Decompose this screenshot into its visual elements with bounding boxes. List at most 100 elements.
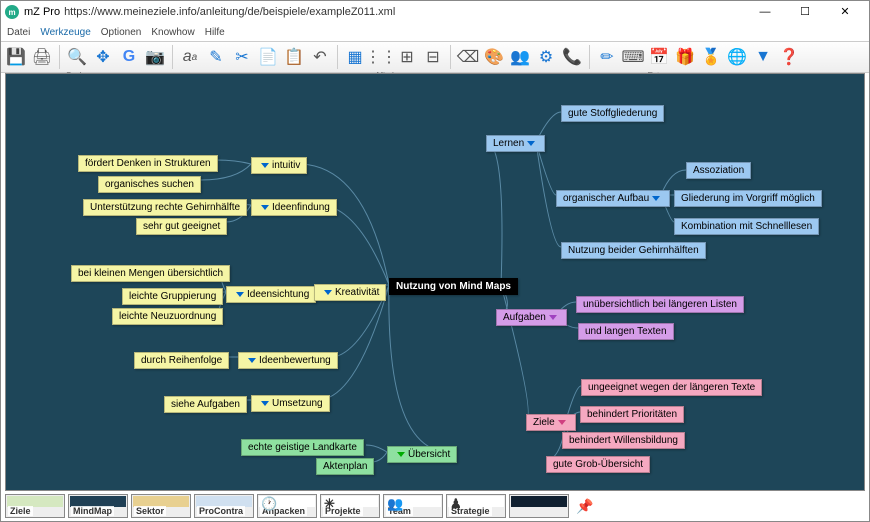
node-label: sehr gut geeignet [143,221,220,232]
mindmap-node[interactable]: leichte Gruppierung [122,288,223,305]
close-button[interactable]: ✕ [825,2,865,22]
mindmap-node[interactable]: intuitiv [251,157,307,174]
menu-hilfe[interactable]: Hilfe [205,27,225,38]
mindmap-node[interactable]: fördert Denken in Strukturen [78,155,218,172]
mindmap-view3-icon[interactable]: ⊞ [396,46,418,68]
gift-icon[interactable]: 🎁 [674,46,696,68]
camera-icon[interactable]: 📷 [144,46,166,68]
mindmap-node[interactable]: Lernen [486,135,545,152]
node-label: leichte Gruppierung [129,291,216,302]
expand-arrow-icon[interactable] [324,290,332,295]
view-thumbnail[interactable] [509,494,569,518]
undo-icon[interactable]: ↶ [309,46,331,68]
pencil-icon[interactable]: ✏ [596,46,618,68]
center-node[interactable]: Nutzung von Mind Maps [389,278,518,295]
print-icon[interactable]: 🖨 [31,46,53,68]
save-icon[interactable]: 💾 [5,46,27,68]
mindmap-node[interactable]: behindert Prioritäten [580,406,684,423]
view-thumbnail[interactable]: Ziele [5,494,65,518]
font-size-icon[interactable]: aa [179,46,201,68]
view-thumbnail[interactable]: Anpacken🕐 [257,494,317,518]
menu-knowhow[interactable]: Knowhow [151,27,194,38]
menu-werkzeuge[interactable]: Werkzeuge [40,27,90,38]
expand-arrow-icon[interactable] [549,315,557,320]
mindmap-view2-icon[interactable]: ⋮⋮ [370,46,392,68]
mindmap-node[interactable]: Umsetzung [251,395,330,412]
menu-optionen[interactable]: Optionen [101,27,142,38]
expand-arrow-icon[interactable] [261,163,269,168]
search-icon[interactable]: 🔍 [66,46,88,68]
view-thumbnail[interactable]: Team👥 [383,494,443,518]
node-label: ungeeignet wegen der längeren Texte [588,382,755,393]
mindmap-node[interactable]: Ideenbewertung [238,352,338,369]
expand-arrow-icon[interactable] [558,420,566,425]
badge-icon[interactable]: 🏅 [700,46,722,68]
expand-arrow-icon[interactable] [652,196,660,201]
mindmap-node[interactable]: gute Grob-Übersicht [546,456,650,473]
contacts-icon[interactable]: 👥 [509,46,531,68]
mindmap-node[interactable]: unübersichtlich bei längeren Listen [576,296,744,313]
app-name: mZ Pro [24,6,60,18]
thumbnail-label: ProContra [197,506,245,516]
google-icon[interactable]: G [118,46,140,68]
expand-arrow-icon[interactable] [236,292,244,297]
mindmap-node[interactable]: Ideensichtung [226,286,316,303]
calendar-icon[interactable]: 📅 [648,46,670,68]
mindmap-node[interactable]: Kombination mit Schnelllesen [674,218,819,235]
copy-icon[interactable]: 📄 [257,46,279,68]
mindmap-node[interactable]: Aktenplan [316,458,374,475]
mindmap-node[interactable]: behindert Willensbildung [562,432,685,449]
phone-icon[interactable]: 📞 [561,46,583,68]
mindmap-view1-icon[interactable]: ▦ [344,46,366,68]
keyboard-icon[interactable]: ⌨ [622,46,644,68]
mindmap-node[interactable]: bei kleinen Mengen übersichtlich [71,265,230,282]
menu-datei[interactable]: Datei [7,27,30,38]
mindmap-node[interactable]: Assoziation [686,162,751,179]
maximize-button[interactable]: ☐ [785,2,825,22]
mindmap-node[interactable]: Aufgaben [496,309,567,326]
mindmap-node[interactable]: siehe Aufgaben [164,396,247,413]
expand-arrow-icon[interactable] [248,358,256,363]
edit-icon[interactable]: ✎ [205,46,227,68]
mindmap-node[interactable]: ungeeignet wegen der längeren Texte [581,379,762,396]
mindmap-node[interactable]: Ziele [526,414,576,431]
view-thumbnail[interactable]: Projekte✳ [320,494,380,518]
eraser-icon[interactable]: ⌫ [457,46,479,68]
mindmap-node[interactable]: sehr gut geeignet [136,218,227,235]
view-thumbnail[interactable]: ProContra [194,494,254,518]
mindmap-node[interactable]: organisches suchen [98,176,201,193]
mindmap-node[interactable]: Ideenfindung [251,199,337,216]
globe-icon[interactable]: 🌐 [726,46,748,68]
minimize-button[interactable]: — [745,2,785,22]
view-thumbnail[interactable]: Sektor [131,494,191,518]
mindmap-node[interactable]: echte geistige Landkarte [241,439,364,456]
mindmap-node[interactable]: durch Reihenfolge [134,352,229,369]
expand-arrow-icon[interactable] [261,401,269,406]
mindmap-node[interactable]: gute Stoffgliederung [561,105,664,122]
expand-arrow-icon[interactable] [527,141,535,146]
mindmap-node[interactable]: leichte Neuzuordnung [112,308,223,325]
settings-icon[interactable]: ⚙ [535,46,557,68]
node-label: Aufgaben [503,312,546,323]
help-icon[interactable]: ❓ [778,46,800,68]
mindmap-node[interactable]: Unterstützung rechte Gehirnhälfte [83,199,247,216]
view-thumbnail[interactable]: Strategie♟ [446,494,506,518]
mindmap-canvas[interactable]: Nutzung von Mind Maps intuitiv Ideenfindun… [5,73,865,491]
expand-arrow-icon[interactable] [261,205,269,210]
mindmap-view4-icon[interactable]: ⊟ [422,46,444,68]
mindmap-node[interactable]: organischer Aufbau [556,190,670,207]
mindmap-node[interactable]: und langen Texten [578,323,674,340]
mindmap-node[interactable]: Nutzung beider Gehirnhälften [561,242,706,259]
mindmap-node[interactable]: Übersicht [387,446,457,463]
funnel-icon[interactable]: ▼ [752,46,774,68]
mindmap-node[interactable]: Gliederung im Vorgriff möglich [674,190,822,207]
paste-icon[interactable]: 📋 [283,46,305,68]
move-icon[interactable]: ✥ [92,46,114,68]
node-label: und langen Texten [585,326,667,337]
expand-arrow-icon[interactable] [397,452,405,457]
palette-icon[interactable]: 🎨 [483,46,505,68]
mindmap-node[interactable]: Kreativität [314,284,386,301]
view-thumbnail[interactable]: MindMap [68,494,128,518]
pin-icon[interactable]: 📌 [576,498,593,515]
cut-icon[interactable]: ✂ [231,46,253,68]
